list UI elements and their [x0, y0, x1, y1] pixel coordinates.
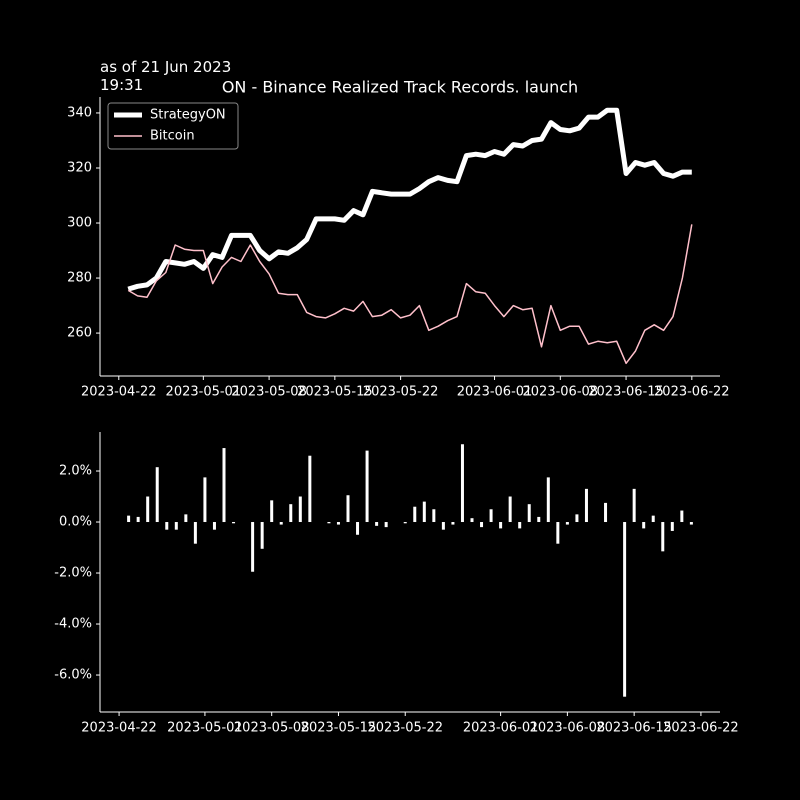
bar: [499, 522, 503, 529]
bar: [298, 496, 302, 523]
bar: [365, 450, 369, 523]
bar: [413, 506, 417, 523]
x-tick-label: 2023-04-22: [81, 721, 157, 736]
bar: [575, 514, 579, 523]
bar: [546, 477, 550, 523]
bar: [432, 509, 436, 523]
bar: [289, 504, 293, 523]
x-tick-label: 2023-05-15: [297, 385, 373, 400]
bar: [451, 522, 455, 525]
bar: [460, 444, 464, 523]
bar: [279, 522, 283, 525]
bar: [584, 488, 588, 523]
bar: [356, 522, 360, 535]
bar: [184, 514, 188, 523]
y-tick-label: 2.0%: [59, 464, 92, 479]
bar: [212, 522, 216, 530]
bar: [565, 522, 569, 525]
bar: [174, 522, 178, 530]
x-tick-label: 2023-06-22: [654, 385, 730, 400]
x-tick-label: 2023-05-01: [166, 385, 242, 400]
x-tick-label: 2023-06-01: [463, 721, 539, 736]
y-tick-label: 260: [67, 326, 92, 341]
x-tick-label: 2023-05-22: [363, 385, 439, 400]
bar: [670, 522, 674, 531]
bar: [346, 495, 350, 523]
bar: [270, 500, 274, 523]
bar: [527, 504, 531, 523]
legend-label: StrategyON: [150, 108, 226, 123]
y-tick-label: -4.0%: [54, 617, 92, 632]
bar: [403, 522, 407, 524]
bar: [127, 515, 131, 523]
y-tick-label: 340: [67, 105, 92, 120]
y-tick-label: 280: [67, 271, 92, 286]
y-tick-label: 320: [67, 160, 92, 175]
bar: [155, 467, 159, 523]
bar: [251, 522, 255, 572]
bar: [508, 496, 512, 523]
x-tick-label: 2023-05-01: [167, 721, 243, 736]
bar: [232, 522, 236, 524]
bar: [651, 515, 655, 523]
bar: [222, 448, 226, 523]
y-tick-label: -6.0%: [54, 668, 92, 683]
bar: [642, 522, 646, 529]
bar: [327, 522, 331, 524]
bar: [375, 522, 379, 526]
bar: [623, 522, 627, 697]
x-tick-label: 2023-06-08: [523, 385, 599, 400]
x-tick-label: 2023-06-01: [457, 385, 533, 400]
y-tick-label: 0.0%: [59, 515, 92, 530]
bar: [441, 522, 445, 530]
bar: [308, 455, 312, 523]
bar: [661, 522, 665, 552]
x-tick-label: 2023-06-22: [663, 721, 739, 736]
legend-label: Bitcoin: [150, 129, 195, 144]
x-tick-label: 2023-05-22: [367, 721, 443, 736]
bar: [336, 522, 340, 525]
bar: [136, 516, 140, 523]
bar: [384, 522, 388, 528]
chart-title: ON - Binance Realized Track Records. lau…: [222, 78, 578, 97]
bar: [489, 509, 493, 523]
x-tick-label: 2023-06-08: [530, 721, 606, 736]
bar: [680, 510, 684, 523]
bar: [146, 496, 150, 523]
bar: [632, 488, 636, 523]
y-tick-label: 300: [67, 216, 92, 231]
bar: [689, 522, 693, 525]
x-tick-label: 2023-05-08: [231, 385, 307, 400]
bar: [260, 522, 264, 549]
bar: [422, 501, 426, 523]
bar: [518, 522, 522, 529]
x-tick-label: 2023-06-15: [588, 385, 664, 400]
series-line: [127, 224, 693, 365]
x-tick-label: 2023-05-08: [234, 721, 310, 736]
bar: [470, 518, 474, 523]
series-line: [127, 107, 692, 292]
x-tick-label: 2023-04-22: [81, 385, 157, 400]
bar: [203, 477, 207, 523]
bar: [604, 502, 608, 523]
bar: [537, 516, 541, 523]
y-tick-label: -2.0%: [54, 566, 92, 581]
x-tick-label: 2023-06-15: [596, 721, 672, 736]
bar: [193, 522, 197, 544]
bar: [165, 522, 169, 530]
annotation: as of 21 Jun 2023 19:31: [100, 58, 232, 94]
bar: [480, 522, 484, 528]
x-tick-label: 2023-05-15: [301, 721, 377, 736]
bar: [556, 522, 560, 544]
